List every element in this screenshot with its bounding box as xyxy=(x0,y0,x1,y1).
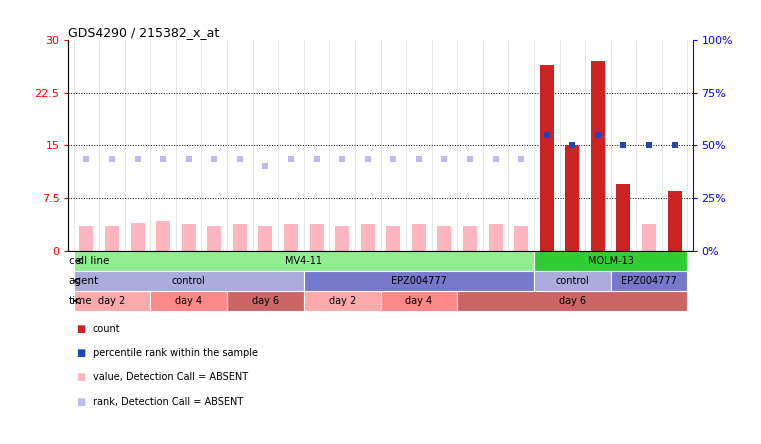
Bar xyxy=(361,224,374,251)
Text: day 4: day 4 xyxy=(175,296,202,306)
Text: percentile rank within the sample: percentile rank within the sample xyxy=(93,348,258,358)
Text: ■: ■ xyxy=(76,373,85,382)
Text: time: time xyxy=(68,296,92,306)
Bar xyxy=(310,224,323,251)
Bar xyxy=(156,221,170,251)
Text: agent: agent xyxy=(68,276,99,286)
Bar xyxy=(387,226,400,251)
Bar xyxy=(534,251,687,271)
Bar xyxy=(304,291,380,311)
Bar xyxy=(284,224,298,251)
Bar xyxy=(412,224,426,251)
Bar xyxy=(489,224,502,251)
Bar xyxy=(565,145,579,251)
Bar xyxy=(335,226,349,251)
Text: count: count xyxy=(93,324,120,333)
Text: day 2: day 2 xyxy=(329,296,355,306)
Text: ■: ■ xyxy=(76,324,85,333)
Text: value, Detection Call = ABSENT: value, Detection Call = ABSENT xyxy=(93,373,248,382)
Bar xyxy=(182,224,196,251)
Text: GDS4290 / 215382_x_at: GDS4290 / 215382_x_at xyxy=(68,26,220,39)
Bar xyxy=(233,224,247,251)
Bar xyxy=(514,226,528,251)
Text: control: control xyxy=(172,276,205,286)
Bar xyxy=(540,64,554,251)
Bar xyxy=(259,226,272,251)
Bar xyxy=(667,191,682,251)
Text: day 2: day 2 xyxy=(98,296,126,306)
Bar xyxy=(438,226,451,251)
Bar xyxy=(130,222,145,251)
Text: ■: ■ xyxy=(76,348,85,358)
Text: EPZ004777: EPZ004777 xyxy=(621,276,677,286)
Text: MOLM-13: MOLM-13 xyxy=(587,256,634,266)
Bar xyxy=(105,226,119,251)
Text: day 6: day 6 xyxy=(252,296,279,306)
Text: rank, Detection Call = ABSENT: rank, Detection Call = ABSENT xyxy=(93,397,243,407)
Bar xyxy=(74,291,151,311)
Bar xyxy=(380,291,457,311)
Text: control: control xyxy=(556,276,589,286)
Bar xyxy=(227,291,304,311)
Bar xyxy=(642,224,656,251)
Text: day 4: day 4 xyxy=(406,296,432,306)
Bar xyxy=(74,271,304,291)
Bar xyxy=(79,226,94,251)
Bar xyxy=(304,271,534,291)
Bar xyxy=(207,226,221,251)
Bar xyxy=(151,291,227,311)
Bar xyxy=(463,226,477,251)
Bar xyxy=(457,291,687,311)
Text: MV4-11: MV4-11 xyxy=(285,256,322,266)
Bar xyxy=(616,184,631,251)
Text: cell line: cell line xyxy=(68,256,109,266)
Text: EPZ004777: EPZ004777 xyxy=(391,276,447,286)
Bar xyxy=(610,271,687,291)
Bar xyxy=(74,251,534,271)
Text: ■: ■ xyxy=(76,397,85,407)
Bar xyxy=(616,226,631,251)
Text: day 6: day 6 xyxy=(559,296,586,306)
Bar xyxy=(591,61,605,251)
Bar xyxy=(534,271,610,291)
